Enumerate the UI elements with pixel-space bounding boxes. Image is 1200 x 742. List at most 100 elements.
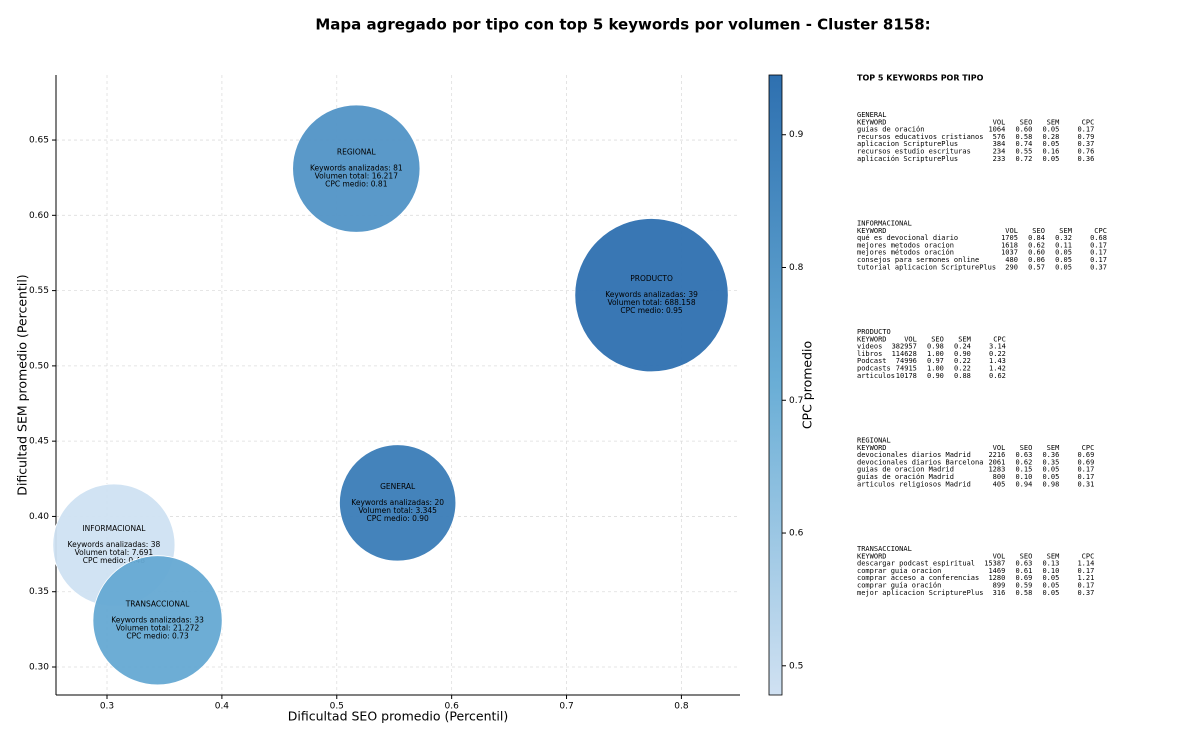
column-header: KEYWORD <box>857 227 887 235</box>
column-header: SEM <box>1047 118 1060 126</box>
table-cell: 0.15 <box>1015 466 1032 474</box>
x-tick-label: 0.4 <box>215 702 230 712</box>
y-tick-label: 0.60 <box>29 211 49 221</box>
table-cell: 0.69 <box>1077 451 1094 459</box>
bubble-label: TRANSACCIONAL <box>125 599 190 608</box>
section-name: TRANSACCIONAL <box>857 545 912 553</box>
table-cell: 0.58 <box>1015 589 1032 597</box>
bubble-label: GENERAL <box>380 482 416 491</box>
table-cell: 290 <box>1005 263 1018 271</box>
column-header: VOL <box>993 552 1006 560</box>
table-cell: 0.72 <box>1015 155 1032 163</box>
table-cell: 0.05 <box>1042 155 1059 163</box>
table-cell: 1037 <box>1001 249 1018 257</box>
table-cell: 0.37 <box>1077 589 1094 597</box>
x-tick-label: 0.8 <box>674 702 689 712</box>
table-cell: devocionales diarios Barcelona <box>857 458 983 466</box>
table-cell: guías de oración Madrid <box>857 473 954 481</box>
table-cell: 0.05 <box>1042 473 1059 481</box>
bubble <box>292 104 421 233</box>
table-cell: 0.90 <box>927 372 944 380</box>
table-cell: 0.37 <box>1090 263 1107 271</box>
bubble-annotation: Keywords analizadas: 81 <box>310 164 403 173</box>
table-cell: 1.00 <box>927 365 944 373</box>
column-header: SEM <box>958 335 971 343</box>
section-name: GENERAL <box>857 111 887 119</box>
bubble-annotation: Keywords analizadas: 33 <box>111 615 204 624</box>
table-cell: 0.55 <box>1015 148 1032 156</box>
table-cell: 0.31 <box>1077 480 1094 488</box>
table-cell: 1.42 <box>989 365 1006 373</box>
bubble <box>339 444 457 562</box>
chart-title: Mapa agregado por tipo con top 5 keyword… <box>315 16 930 34</box>
table-cell: 233 <box>993 155 1006 163</box>
column-header: SEO <box>931 335 944 343</box>
section-name: INFORMACIONAL <box>857 220 912 228</box>
table-cell: 899 <box>993 582 1006 590</box>
table-cell: 2061 <box>988 458 1005 466</box>
table-cell: 0.98 <box>1042 480 1059 488</box>
table-cell: 384 <box>993 140 1006 148</box>
table-cell: 1064 <box>988 126 1005 134</box>
table-cell: 0.58 <box>1015 133 1032 141</box>
column-header: KEYWORD <box>857 335 887 343</box>
table-cell: 0.62 <box>989 372 1006 380</box>
y-tick-label: 0.65 <box>29 136 49 146</box>
y-tick-label: 0.40 <box>29 512 49 522</box>
table-cell: aplicación ScripturePlus <box>857 155 958 163</box>
table-cell: podcasts <box>857 365 891 373</box>
bubble-annotation: Keywords analizadas: 38 <box>68 540 161 549</box>
table-cell: 0.10 <box>1015 473 1032 481</box>
column-header: SEM <box>1047 444 1060 452</box>
section-name: REGIONAL <box>857 437 891 445</box>
table-cell: guias de oracion Madrid <box>857 466 954 474</box>
table-cell: 0.36 <box>1077 155 1094 163</box>
table-cell: 0.79 <box>1077 133 1094 141</box>
table-cell: 0.17 <box>1090 249 1107 257</box>
bubble-annotation: CPC medio: 0.81 <box>325 180 388 189</box>
y-tick-label: 0.55 <box>29 286 49 296</box>
y-axis-label: Dificultad SEM promedio (Percentil) <box>15 274 30 495</box>
table-cell: 0.36 <box>1042 451 1059 459</box>
table-cell: 0.60 <box>1015 126 1032 134</box>
table-cell: 0.63 <box>1015 560 1032 568</box>
table-cell: comprar acceso a conferencias <box>857 574 979 582</box>
table-cell: 74996 <box>896 357 917 365</box>
table-cell: 0.57 <box>1028 263 1045 271</box>
table-cell: 1.14 <box>1077 560 1094 568</box>
table-cell: 0.05 <box>1042 126 1059 134</box>
table-cell: 0.32 <box>1055 234 1072 242</box>
table-cell: 576 <box>993 133 1006 141</box>
table-cell: 0.11 <box>1055 241 1072 249</box>
column-header: KEYWORD <box>857 118 887 126</box>
colorbar <box>768 74 783 696</box>
table-cell: 480 <box>1005 256 1018 264</box>
bubble-annotation: CPC medio: 0.95 <box>620 306 683 315</box>
x-axis-label: Dificultad SEO promedio (Percentil) <box>288 709 508 724</box>
table-cell: videos <box>857 343 882 351</box>
bubble-label: INFORMACIONAL <box>82 524 146 533</box>
bubble-annotation: CPC medio: 0.48 <box>83 556 146 565</box>
y-tick-label: 0.35 <box>29 587 49 597</box>
column-header: CPC <box>993 335 1006 343</box>
panel-title: TOP 5 KEYWORDS POR TIPO <box>857 74 984 83</box>
bubble-label: REGIONAL <box>337 148 377 157</box>
y-tick-label: 0.45 <box>29 437 49 447</box>
table-cell: recursos educativos cristianos <box>857 133 983 141</box>
table-cell: guías de oración <box>857 126 924 134</box>
table-cell: 0.17 <box>1077 126 1094 134</box>
colorbar-tick-label: 0.8 <box>789 263 804 273</box>
table-cell: 0.90 <box>954 350 971 358</box>
table-cell: 0.05 <box>1055 263 1072 271</box>
column-header: VOL <box>1005 227 1018 235</box>
table-cell: 0.24 <box>954 343 971 351</box>
colorbar-tick-label: 0.9 <box>789 130 804 140</box>
x-tick-label: 0.6 <box>444 702 459 712</box>
table-cell: 3.14 <box>989 343 1006 351</box>
column-header: SEO <box>1032 227 1045 235</box>
table-cell: 0.62 <box>1028 241 1045 249</box>
column-header: KEYWORD <box>857 552 887 560</box>
column-header: VOL <box>993 118 1006 126</box>
table-cell: 316 <box>993 589 1006 597</box>
bubble-annotation: CPC medio: 0.90 <box>366 514 429 523</box>
